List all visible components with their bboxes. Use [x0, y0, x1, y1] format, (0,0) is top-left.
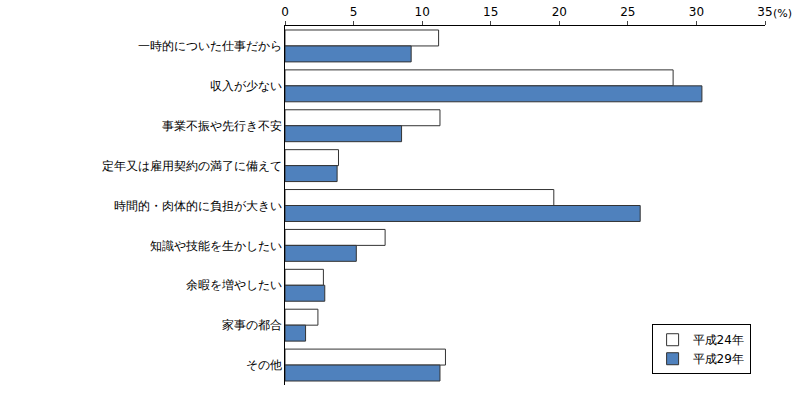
svg-text:(%): (%)	[773, 7, 792, 20]
svg-text:30: 30	[689, 5, 704, 19]
svg-text:20: 20	[552, 5, 567, 19]
svg-text:その他: その他	[246, 358, 282, 372]
svg-text:0: 0	[281, 5, 289, 19]
svg-text:余暇を増やしたい: 余暇を増やしたい	[186, 278, 282, 292]
svg-text:平成24年: 平成24年	[693, 333, 744, 347]
svg-text:一時的についた仕事だから: 一時的についた仕事だから	[138, 39, 282, 53]
svg-text:平成29年: 平成29年	[693, 352, 744, 366]
svg-text:時間的・肉体的に負担が大きい: 時間的・肉体的に負担が大きい	[114, 199, 282, 213]
svg-text:知識や技能を生かしたい: 知識や技能を生かしたい	[150, 239, 282, 253]
svg-text:35: 35	[757, 5, 772, 19]
svg-text:定年又は雇用契約の満了に備えて: 定年又は雇用契約の満了に備えて	[102, 159, 282, 173]
svg-text:10: 10	[414, 5, 429, 19]
svg-text:収入が少ない: 収入が少ない	[210, 79, 282, 93]
svg-text:事業不振や先行き不安: 事業不振や先行き不安	[162, 119, 282, 133]
svg-text:15: 15	[483, 5, 498, 19]
svg-text:5: 5	[350, 5, 358, 19]
svg-text:25: 25	[620, 5, 635, 19]
svg-text:家事の都合: 家事の都合	[222, 318, 282, 332]
